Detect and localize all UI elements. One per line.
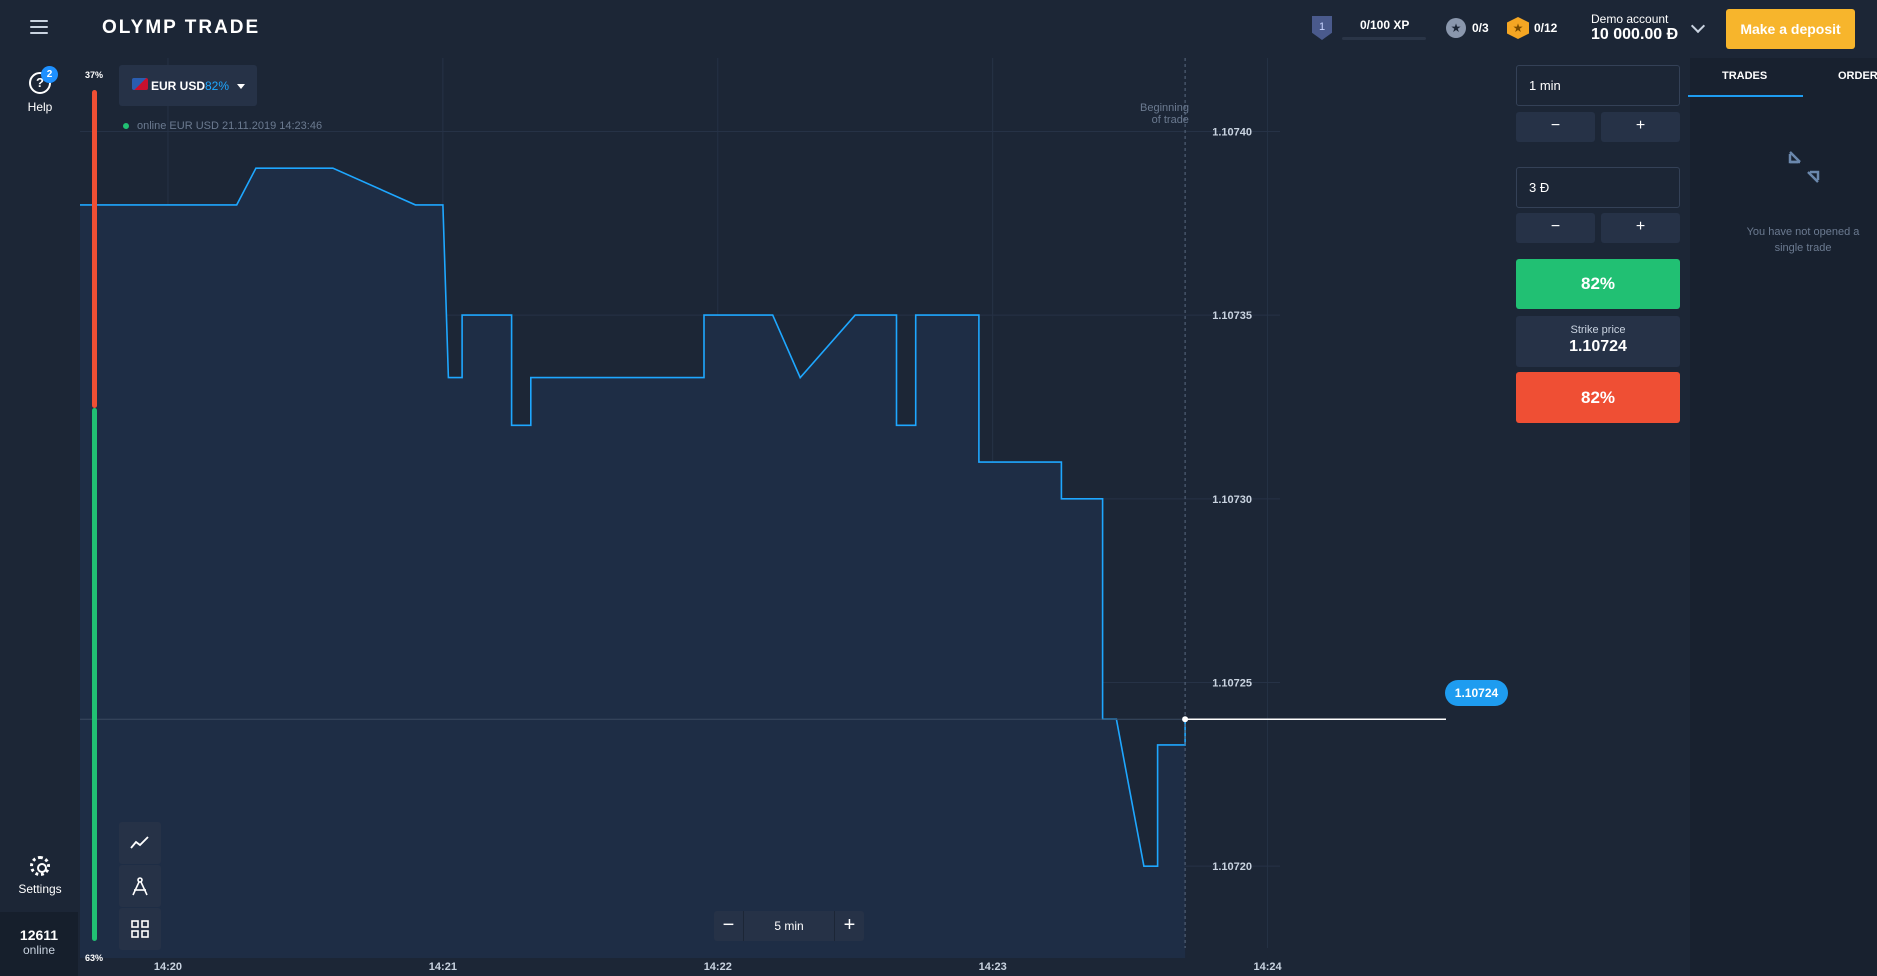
sentiment-down-percent: 37% [85, 70, 104, 80]
strike-price-box: Strike price 1.10724 [1516, 316, 1680, 367]
settings-button[interactable]: Settings [10, 856, 70, 896]
amount-value: 3 Đ [1529, 180, 1550, 195]
gear-icon [30, 856, 50, 876]
level-badge-icon[interactable]: 1 [1312, 16, 1332, 40]
menu-icon[interactable] [30, 20, 48, 34]
up-trade-button[interactable]: 82% [1516, 259, 1680, 309]
strike-price-value: 1.10724 [1569, 338, 1627, 355]
duration-plus-button[interactable]: + [1601, 112, 1680, 142]
asset-payout: 82% [205, 79, 230, 93]
beginning-label-line2: of trade [1151, 114, 1189, 126]
left-sidebar [0, 58, 80, 976]
tab-orders[interactable]: ORDERS [1838, 70, 1877, 82]
asset-selector[interactable]: EUR USD 82% [119, 65, 257, 106]
sentiment-down-bar [92, 90, 97, 408]
y-tick-label: 1.10730 [1212, 494, 1252, 506]
collapse-arrows-icon [1788, 151, 1820, 183]
account-type[interactable]: Demo account [1591, 12, 1669, 26]
tab-trades[interactable]: TRADES [1722, 70, 1768, 82]
xp-progress-bar [1342, 37, 1426, 40]
coin-icon[interactable]: ★ [1507, 17, 1529, 39]
help-icon: ? [29, 72, 51, 94]
x-tick-label: 14:20 [154, 961, 182, 973]
trade-panel [1510, 58, 1690, 976]
duration-field[interactable]: 1 min [1516, 65, 1680, 106]
settings-label: Settings [18, 882, 62, 896]
help-notification-badge: 2 [41, 66, 58, 83]
online-count: 12611 [19, 927, 59, 943]
chart-type-button[interactable] [119, 822, 161, 864]
caret-down-icon [237, 84, 245, 89]
y-tick-label: 1.10735 [1212, 310, 1252, 322]
y-tick-label: 1.10725 [1212, 677, 1252, 689]
help-button[interactable]: ? Help [20, 72, 60, 114]
x-tick-label: 14:24 [1253, 961, 1282, 973]
beginning-label-line1: Beginning [1140, 102, 1189, 114]
active-tab-indicator [1688, 95, 1803, 97]
amount-field[interactable]: 3 Đ [1516, 167, 1680, 208]
asset-status-text: online EUR USD 21.11.2019 14:23:46 [137, 120, 323, 132]
sentiment-up-bar [92, 408, 97, 941]
timeframe-label[interactable]: 5 min [774, 919, 804, 933]
star-icon[interactable]: ★ [1446, 18, 1466, 38]
x-tick-label: 14:22 [704, 961, 732, 973]
top-bar: OLYMP TRADE 1 0/100 XP ★ 0/3 ★ 0/12 Demo… [0, 0, 1877, 58]
asset-name: EUR USD [151, 79, 206, 93]
account-balance[interactable]: 10 000.00 Đ [1591, 26, 1679, 43]
online-users: 12611 online [0, 912, 78, 976]
drawing-tools-button[interactable] [119, 865, 161, 907]
y-tick-label: 1.10720 [1212, 861, 1252, 873]
line-chart-icon [130, 836, 149, 849]
make-deposit-button[interactable]: Make a deposit [1726, 9, 1855, 49]
xp-progress[interactable]: 0/100 XP [1360, 18, 1410, 32]
stars-count[interactable]: 0/3 [1472, 21, 1489, 35]
indicators-button[interactable] [119, 908, 161, 950]
x-tick-label: 14:23 [979, 961, 1007, 973]
online-label: online [22, 943, 56, 957]
chevron-down-icon[interactable] [1690, 18, 1706, 34]
logo: OLYMP TRADE [102, 17, 261, 38]
strike-price-label: Strike price [1570, 324, 1626, 336]
empty-trades-message: You have not opened a single trade [1746, 226, 1860, 254]
sentiment-up-percent: 63% [85, 953, 104, 963]
trades-panel [1690, 58, 1877, 976]
x-tick-label: 14:21 [429, 961, 457, 973]
price-area [80, 168, 1186, 958]
eur-usd-flag-icon [132, 78, 148, 90]
duration-minus-button[interactable]: − [1516, 112, 1595, 142]
amount-minus-button[interactable]: − [1516, 213, 1595, 243]
asset-status: online EUR USD 21.11.2019 14:23:46 [123, 120, 322, 132]
grid-icon [131, 920, 149, 938]
y-tick-label: 1.10740 [1212, 126, 1252, 138]
zoom-out-button[interactable]: − [714, 911, 744, 941]
online-dot-icon [123, 123, 129, 130]
current-price-point [1182, 716, 1189, 723]
timeframe-zoom: − 5 min + [714, 911, 864, 941]
beginning-of-trade-label: Beginning of trade [1140, 102, 1189, 126]
down-trade-button[interactable]: 82% [1516, 372, 1680, 423]
duration-value: 1 min [1529, 78, 1561, 93]
coins-count[interactable]: 0/12 [1534, 21, 1558, 35]
amount-plus-button[interactable]: + [1601, 213, 1680, 243]
compass-icon [132, 877, 148, 896]
price-chart[interactable]: 1.10740 1.10735 1.10730 1.10725 1.10720 14:20… [80, 58, 1510, 976]
current-price-tag: 1.10724 [1445, 680, 1508, 706]
help-label: Help [27, 100, 53, 114]
zoom-in-button[interactable]: + [834, 911, 864, 941]
